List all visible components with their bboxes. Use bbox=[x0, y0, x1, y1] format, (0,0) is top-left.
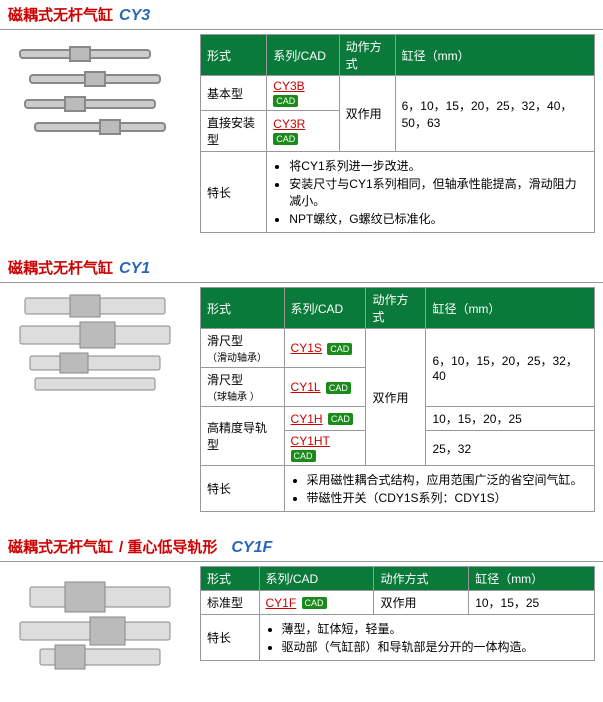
cad-badge[interactable]: CAD bbox=[273, 95, 298, 107]
cell-series: CY1S CAD bbox=[284, 329, 366, 368]
section-body: 形式系列/CAD动作方式缸径（mm）基本型CY3B CAD双作用6，10，15，… bbox=[0, 30, 603, 233]
spec-table: 形式系列/CAD动作方式缸径（mm）基本型CY3B CAD双作用6，10，15，… bbox=[200, 34, 595, 233]
cell-bore: 6，10，15，20，25，32，40，50，63 bbox=[395, 76, 594, 152]
cell-type: 基本型 bbox=[201, 76, 267, 111]
series-link[interactable]: CY1L bbox=[291, 380, 321, 394]
feature-item: 采用磁性耦合式结构，应用范围广泛的省空间气缸。 bbox=[307, 471, 588, 488]
feature-item: 驱动部（气缸部）和导轨部是分开的一体构造。 bbox=[282, 638, 588, 655]
series-link[interactable]: CY1H bbox=[291, 412, 323, 426]
spec-table: 形式系列/CAD动作方式缸径（mm）滑尺型（滑动轴承）CY1S CAD双作用6，… bbox=[200, 287, 595, 512]
col-series: 系列/CAD bbox=[259, 567, 374, 591]
cell-bore: 10，15，20，25 bbox=[426, 407, 595, 431]
col-series: 系列/CAD bbox=[267, 35, 339, 76]
cad-badge[interactable]: CAD bbox=[328, 413, 353, 425]
feature-item: 将CY1系列进一步改进。 bbox=[289, 157, 588, 174]
section-title: 磁耦式无杆气缸 CY1 bbox=[0, 253, 603, 283]
cell-features: 薄型，缸体短，轻量。驱动部（气缸部）和导轨部是分开的一体构造。 bbox=[259, 615, 594, 661]
cad-badge[interactable]: CAD bbox=[327, 343, 352, 355]
title-series: CY3 bbox=[119, 7, 150, 25]
col-type: 形式 bbox=[201, 35, 267, 76]
series-link[interactable]: CY3R bbox=[273, 117, 305, 131]
feature-item: 带磁性开关（CDY1S系列：CDY1S） bbox=[307, 489, 588, 506]
col-action: 动作方式 bbox=[374, 567, 469, 591]
cell-type: 滑尺型（球轴承 ） bbox=[201, 368, 285, 407]
col-type: 形式 bbox=[201, 288, 285, 329]
feature-item: NPT螺纹，G螺纹已标准化。 bbox=[289, 210, 588, 227]
cad-badge[interactable]: CAD bbox=[273, 133, 298, 145]
cell-type: 滑尺型（滑动轴承） bbox=[201, 329, 285, 368]
col-action: 动作方式 bbox=[366, 288, 426, 329]
section: 磁耦式无杆气缸CY1形式系列/CAD动作方式缸径（mm）滑尺型（滑动轴承）CY1… bbox=[0, 253, 603, 512]
col-bore: 缸径（mm） bbox=[395, 35, 594, 76]
cell-bore: 6，10，15，20，25，32，40 bbox=[426, 329, 595, 407]
feature-item: 安装尺寸与CY1系列相同，但轴承性能提高，滑动阻力减小。 bbox=[289, 175, 588, 209]
series-link[interactable]: CY3B bbox=[273, 79, 304, 93]
series-link[interactable]: CY1S bbox=[291, 341, 322, 355]
cell-series: CY1F CAD bbox=[259, 591, 374, 615]
cell-action: 双作用 bbox=[366, 329, 426, 466]
cell-type: 高精度导轨型 bbox=[201, 407, 285, 466]
title-main: 磁耦式无杆气缸 bbox=[8, 536, 113, 557]
cell-series: CY1L CAD bbox=[284, 368, 366, 407]
cell-type: 标准型 bbox=[201, 591, 260, 615]
feature-item: 薄型，缸体短，轻量。 bbox=[282, 620, 588, 637]
section-title: 磁耦式无杆气缸 CY3 bbox=[0, 0, 603, 30]
title-sub: / 重心低导轨形 bbox=[119, 536, 217, 557]
product-image bbox=[0, 283, 200, 403]
series-link[interactable]: CY1HT bbox=[291, 434, 330, 448]
cell-action: 双作用 bbox=[339, 76, 395, 152]
cell-series: CY1H CAD bbox=[284, 407, 366, 431]
series-link[interactable]: CY1F bbox=[266, 596, 297, 610]
cell-features-label: 特长 bbox=[201, 615, 260, 661]
cell-bore: 10，15，25 bbox=[469, 591, 595, 615]
section: 磁耦式无杆气缸 / 重心低导轨形 CY1F 形式系列/CAD动作方式缸径（mm） 标准… bbox=[0, 532, 603, 682]
title-series: CY1F bbox=[231, 539, 272, 557]
cell-type: 直接安装型 bbox=[201, 111, 267, 152]
cell-action: 双作用 bbox=[374, 591, 469, 615]
product-image bbox=[0, 562, 200, 682]
title-main: 磁耦式无杆气缸 bbox=[8, 257, 113, 278]
cell-series: CY3R CAD bbox=[267, 111, 339, 152]
cell-features: 将CY1系列进一步改进。安装尺寸与CY1系列相同，但轴承性能提高，滑动阻力减小。… bbox=[267, 152, 595, 233]
section-body: 形式系列/CAD动作方式缸径（mm）标准型CY1F CAD双作用10，15，25… bbox=[0, 562, 603, 682]
cad-badge[interactable]: CAD bbox=[326, 382, 351, 394]
cell-series: CY3B CAD bbox=[267, 76, 339, 111]
section-body: 形式系列/CAD动作方式缸径（mm）滑尺型（滑动轴承）CY1S CAD双作用6，… bbox=[0, 283, 603, 512]
cad-badge[interactable]: CAD bbox=[302, 597, 327, 609]
col-type: 形式 bbox=[201, 567, 260, 591]
title-main: 磁耦式无杆气缸 bbox=[8, 4, 113, 25]
cell-features-label: 特长 bbox=[201, 466, 285, 512]
cell-series: CY1HT CAD bbox=[284, 431, 366, 466]
cell-features: 采用磁性耦合式结构，应用范围广泛的省空间气缸。带磁性开关（CDY1S系列：CDY… bbox=[284, 466, 594, 512]
col-bore: 缸径（mm） bbox=[469, 567, 595, 591]
cell-features-label: 特长 bbox=[201, 152, 267, 233]
title-series: CY1 bbox=[119, 260, 150, 278]
section: 磁耦式无杆气缸CY3形式系列/CAD动作方式缸径（mm）基本型CY3B CAD双… bbox=[0, 0, 603, 233]
cell-bore: 25，32 bbox=[426, 431, 595, 466]
spec-table: 形式系列/CAD动作方式缸径（mm）标准型CY1F CAD双作用10，15，25… bbox=[200, 566, 595, 661]
col-series: 系列/CAD bbox=[284, 288, 366, 329]
section-title: 磁耦式无杆气缸 / 重心低导轨形 CY1F bbox=[0, 532, 603, 562]
product-image bbox=[0, 30, 200, 150]
col-bore: 缸径（mm） bbox=[426, 288, 595, 329]
col-action: 动作方式 bbox=[339, 35, 395, 76]
cad-badge[interactable]: CAD bbox=[291, 450, 316, 462]
